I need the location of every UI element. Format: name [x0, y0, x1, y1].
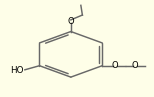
Text: O: O [132, 61, 138, 70]
Text: O: O [67, 17, 74, 26]
Text: O: O [111, 61, 118, 70]
Text: HO: HO [10, 66, 23, 75]
